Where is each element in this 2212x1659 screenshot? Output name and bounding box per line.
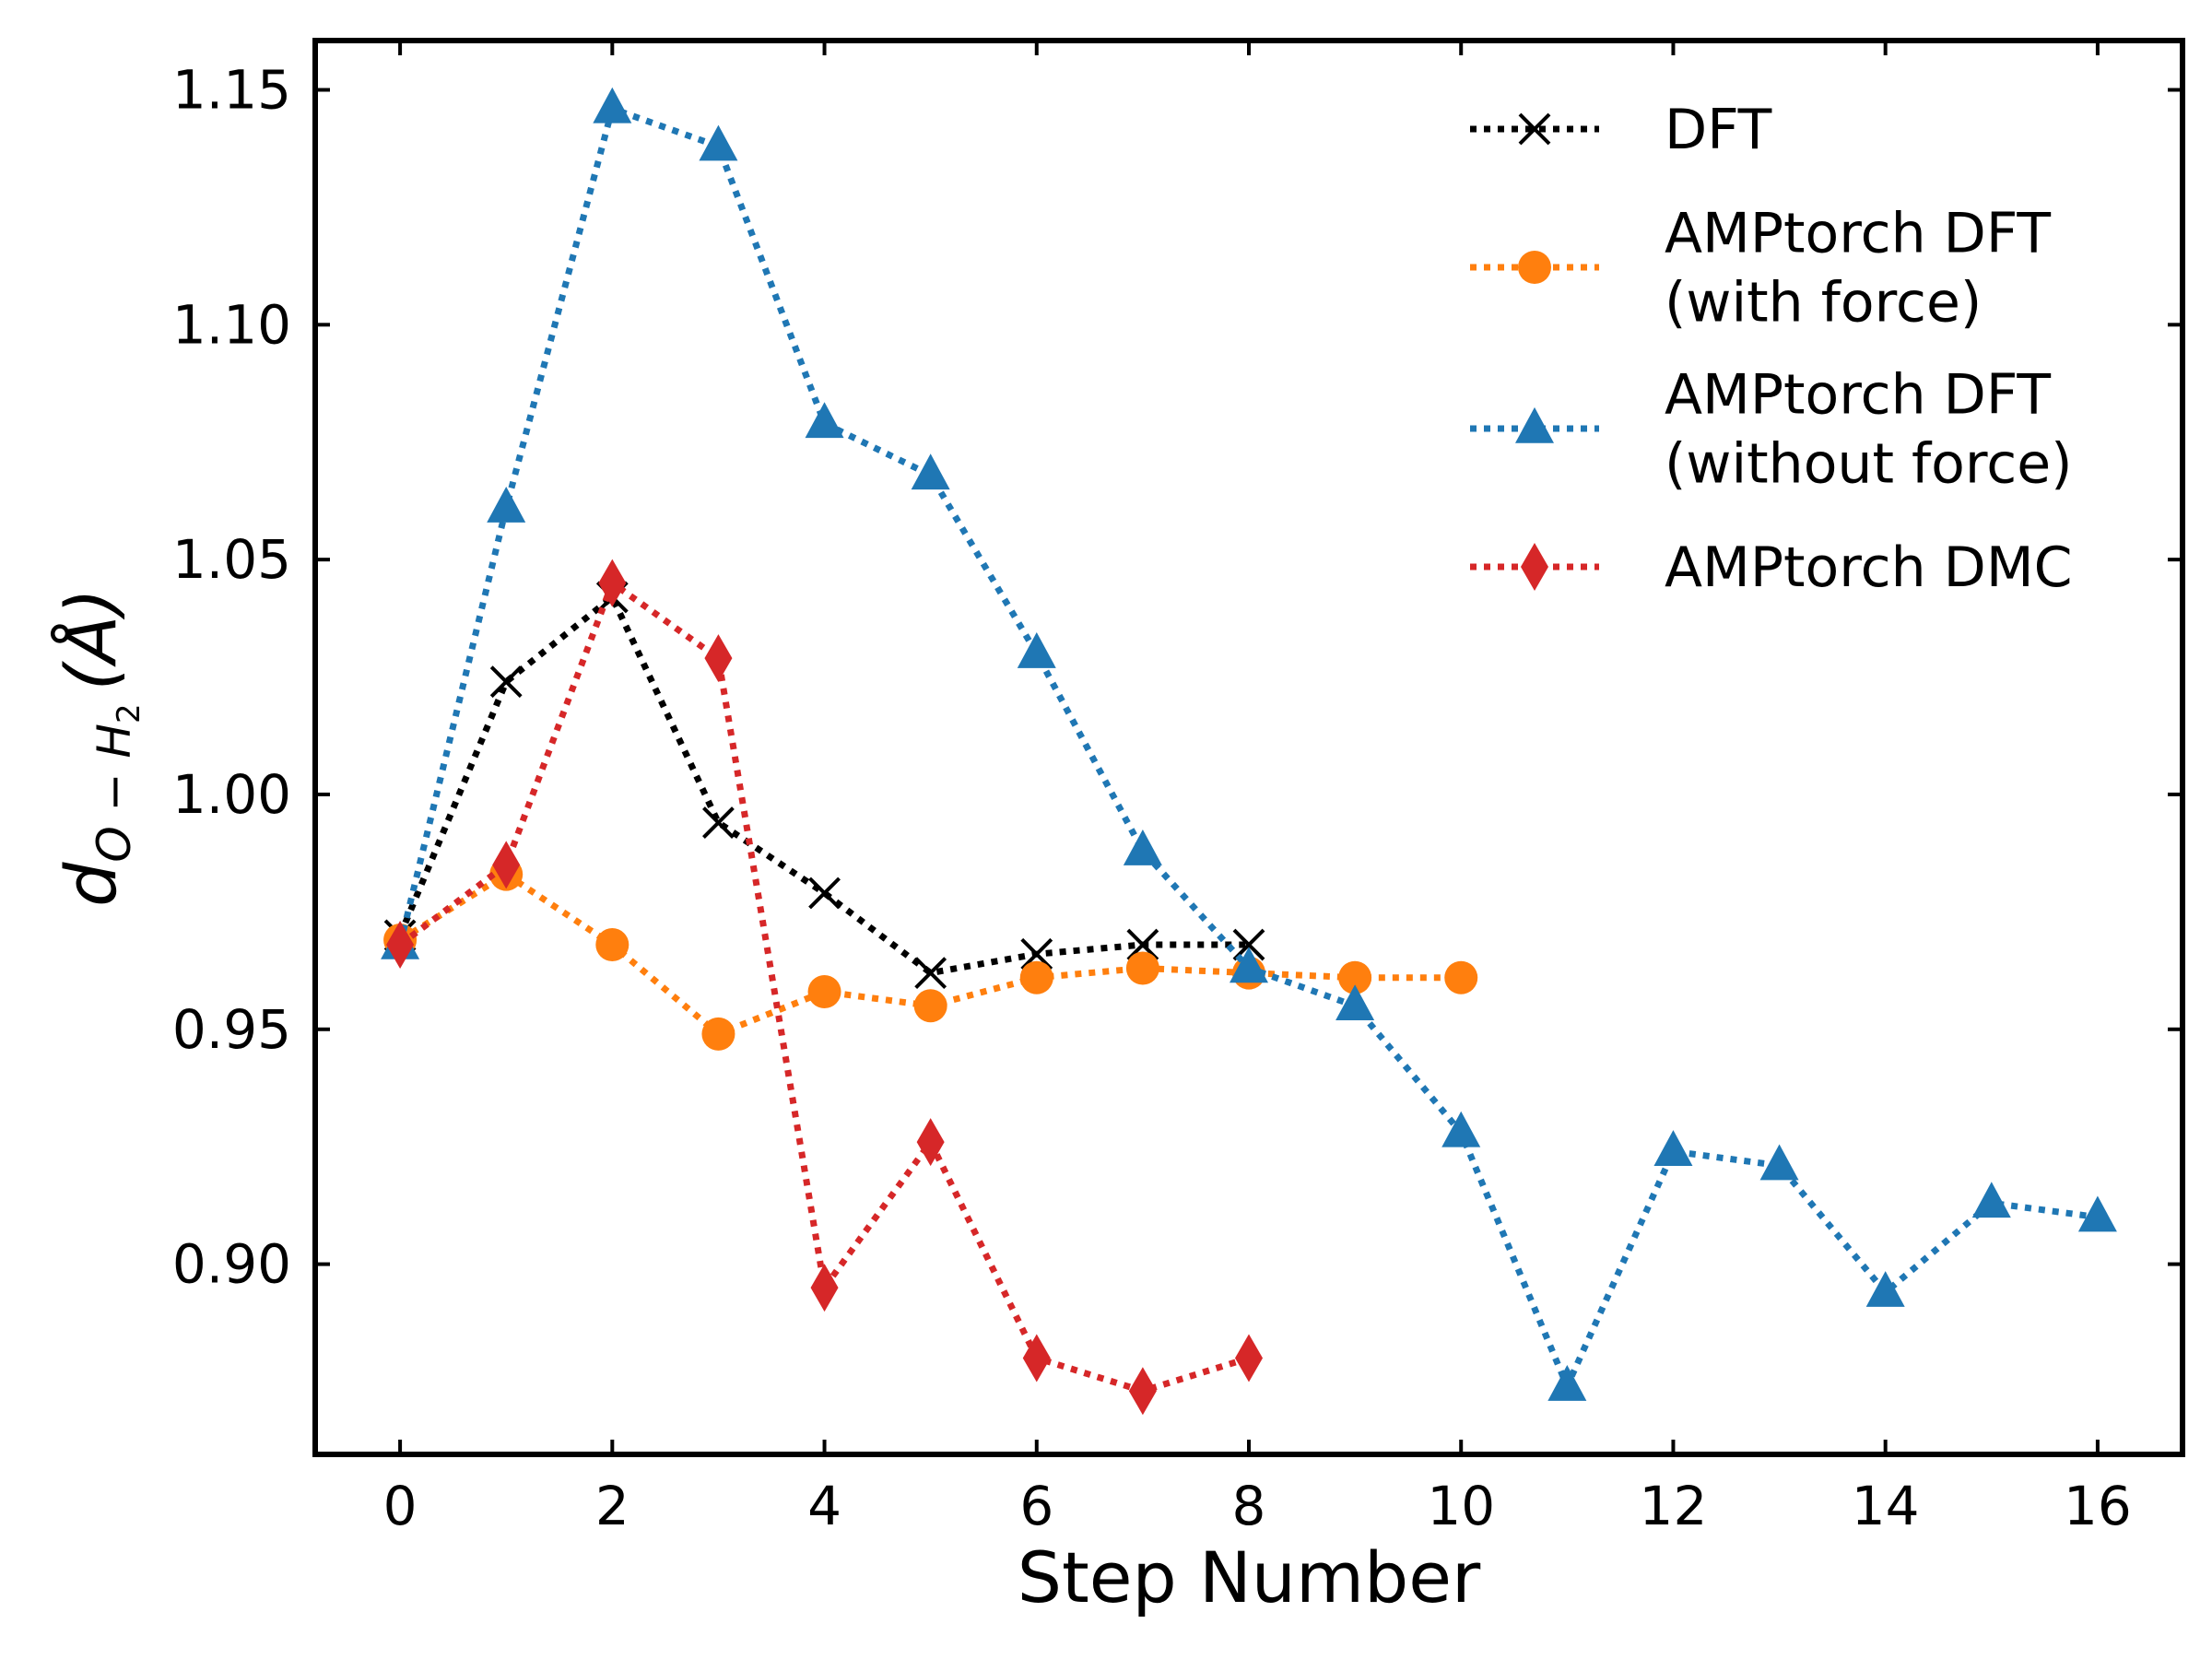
ticks-layer: 0 2 4 6 8 10 12 14 16 0.90 0.95 1.00 1.05 1.10 1.15	[172, 41, 2183, 1537]
data-point-1-2	[595, 928, 629, 962]
data-point-1-3	[701, 1017, 735, 1051]
y-axis-title: dO − H2 (Å)	[50, 588, 147, 907]
data-point-0-7	[1126, 928, 1159, 961]
x-tick-label: 16	[2064, 1475, 2132, 1537]
data-point-2-14	[1865, 1271, 1905, 1307]
data-point-2-9	[1335, 984, 1375, 1021]
series-1	[383, 857, 1478, 1051]
data-point-2-1	[487, 486, 526, 523]
x-axis-title: Step Number	[1018, 1536, 1481, 1618]
y-axis-title-sub1: O − H	[88, 724, 141, 863]
legend-label-2: AMPtorch DFT	[1665, 363, 2051, 428]
data-point-1-9	[1338, 960, 1372, 994]
series-3	[386, 559, 1263, 1416]
x-tick-label: 10	[1427, 1475, 1495, 1537]
data-point-0-4	[808, 877, 841, 910]
x-tick-label: 6	[1019, 1475, 1053, 1537]
data-point-3-3	[704, 634, 733, 683]
data-point-0-1	[489, 665, 523, 699]
data-point-2-13	[1759, 1144, 1799, 1181]
series-0	[383, 581, 1265, 990]
data-point-3-7	[1128, 1367, 1157, 1416]
y-axis-title-unit: (Å)	[50, 588, 132, 690]
data-point-1-5	[913, 989, 947, 1023]
data-point-2-8	[1230, 947, 1268, 983]
data-point-3-5	[916, 1118, 945, 1167]
y-tick-label: 1.10	[172, 293, 291, 356]
data-point-1-10	[1444, 960, 1478, 994]
data-point-3-8	[1235, 1334, 1263, 1382]
data-point-2-2	[593, 87, 632, 124]
data-point-2-10	[1441, 1111, 1481, 1147]
legend-marker-2	[1515, 406, 1554, 443]
data-point-2-3	[699, 124, 738, 161]
data-point-3-6	[1022, 1334, 1051, 1382]
legend-item-0: DFT	[1470, 98, 1772, 162]
data-point-3-0	[386, 921, 415, 970]
legend-label-1: AMPtorch DFT	[1665, 202, 2051, 266]
legend-label-3: AMPtorch DMC	[1665, 535, 2073, 600]
y-tick-label: 1.05	[172, 528, 291, 591]
data-point-0-8	[1232, 928, 1265, 961]
data-point-0-5	[914, 957, 947, 990]
x-tick-label: 4	[807, 1475, 841, 1537]
series-layer	[381, 87, 2117, 1416]
data-point-1-4	[807, 975, 841, 1009]
data-point-0-6	[1020, 937, 1053, 971]
y-axis-title-base: d	[50, 862, 132, 907]
legend-item-3: AMPtorch DMC	[1470, 535, 2073, 600]
data-point-2-16	[2077, 1195, 2117, 1232]
legend-marker-1	[1518, 251, 1551, 284]
data-point-1-6	[1019, 960, 1053, 994]
data-point-3-1	[492, 841, 521, 889]
legend-marker-0	[1518, 112, 1551, 146]
y-tick-label: 0.90	[172, 1233, 291, 1296]
data-point-2-15	[1971, 1182, 2011, 1218]
data-point-2-6	[1017, 631, 1056, 668]
data-point-1-7	[1125, 951, 1159, 985]
data-point-3-2	[598, 559, 627, 607]
data-point-2-7	[1123, 830, 1162, 865]
legend-label-2: (without force)	[1665, 432, 2073, 497]
x-tick-label: 12	[1640, 1475, 1708, 1537]
x-tick-label: 14	[1852, 1475, 1920, 1537]
data-point-2-5	[911, 453, 950, 490]
x-tick-label: 8	[1232, 1475, 1266, 1537]
legend-item-2: AMPtorch DFT(without force)	[1470, 363, 2073, 497]
legend-marker-3	[1521, 543, 1548, 591]
data-point-2-11	[1547, 1365, 1587, 1401]
legend-item-1: AMPtorch DFT(with force)	[1470, 202, 2051, 335]
x-tick-label: 0	[383, 1475, 418, 1537]
legend-label-0: DFT	[1665, 98, 1772, 162]
series-line-0	[396, 592, 1249, 977]
y-tick-label: 1.15	[172, 59, 291, 122]
data-point-0-3	[702, 806, 735, 839]
data-point-2-12	[1653, 1130, 1693, 1167]
data-point-3-4	[810, 1264, 839, 1312]
legend-label-1: (with force)	[1665, 271, 1982, 335]
y-axis-title-sub2: 2	[111, 703, 147, 724]
y-tick-label: 1.00	[172, 763, 291, 826]
svg-text:dO − H2(Å): dO − H2 (Å)	[50, 588, 147, 907]
y-tick-label: 0.95	[172, 998, 291, 1061]
data-point-2-4	[805, 402, 844, 439]
x-tick-label: 2	[595, 1475, 629, 1537]
